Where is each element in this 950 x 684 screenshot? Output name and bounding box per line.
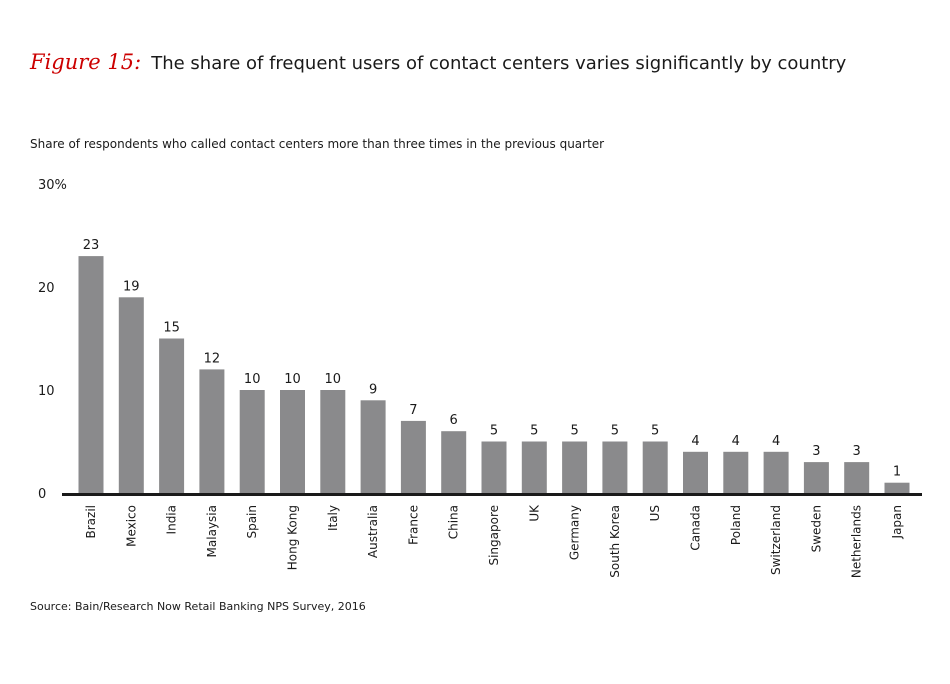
bar [562, 441, 588, 493]
data-label: 5 [490, 424, 498, 439]
data-label: 10 [284, 372, 301, 387]
data-label: 5 [570, 424, 578, 439]
bar [844, 462, 870, 493]
data-label: 4 [691, 434, 699, 449]
chart-title: The share of frequent users of contact c… [151, 53, 847, 74]
data-label: 5 [651, 424, 659, 439]
bar [803, 462, 829, 493]
category-label: Sweden [809, 505, 823, 552]
category-label: Germany [568, 505, 582, 560]
data-label: 5 [530, 424, 538, 439]
bar [642, 441, 668, 493]
data-label: 5 [611, 424, 619, 439]
category-label: Spain [245, 505, 259, 539]
category-label: Switzerland [769, 505, 783, 575]
data-label: 6 [450, 413, 458, 428]
bar [199, 369, 225, 493]
bar [602, 441, 628, 493]
y-tick-label: 0 [38, 487, 46, 502]
y-tick-label: 10 [38, 384, 55, 399]
category-label: Australia [366, 505, 380, 558]
data-label: 3 [853, 444, 861, 459]
category-label: Singapore [487, 505, 501, 566]
data-label: 3 [812, 444, 820, 459]
bar [441, 431, 467, 493]
category-label: Poland [729, 505, 743, 545]
bar [118, 297, 144, 493]
bar [360, 400, 386, 493]
category-label: China [447, 505, 461, 539]
chart-subtitle: Share of respondents who called contact … [30, 137, 605, 151]
bar [280, 390, 305, 493]
figure-title-row: Figure 15: The share of frequent users o… [30, 50, 846, 74]
category-label: Italy [326, 505, 340, 531]
data-label: 19 [123, 279, 140, 294]
data-label: 10 [325, 372, 342, 387]
source-note: Source: Bain/Research Now Retail Banking… [30, 600, 366, 613]
bar [400, 420, 426, 493]
bar [159, 338, 185, 493]
bar [723, 451, 749, 493]
data-label: 23 [83, 238, 100, 253]
data-label: 4 [732, 434, 740, 449]
data-label: 4 [772, 434, 780, 449]
category-label: Canada [689, 505, 703, 551]
category-label: Hong Kong [286, 505, 300, 570]
category-label: Japan [890, 505, 904, 539]
bar [320, 390, 346, 493]
category-label: US [648, 505, 662, 521]
data-label: 12 [204, 351, 221, 366]
category-label: South Korea [608, 505, 622, 578]
category-label: UK [527, 504, 541, 522]
data-label: 1 [893, 465, 901, 480]
bar [521, 441, 547, 493]
bar [239, 390, 265, 493]
category-label: Malaysia [205, 505, 219, 557]
figure-label: Figure 15: [30, 50, 142, 74]
category-label: France [406, 505, 420, 545]
category-label: India [165, 505, 179, 534]
y-tick-label: 30% [38, 178, 67, 193]
data-label: 9 [369, 382, 377, 397]
bar [481, 441, 507, 493]
data-label: 10 [244, 372, 261, 387]
category-label: Brazil [84, 505, 98, 539]
y-tick-label: 20 [38, 281, 55, 296]
category-label: Netherlands [850, 505, 864, 578]
data-label: 15 [163, 321, 180, 336]
bar [884, 482, 910, 493]
bar [683, 451, 708, 493]
data-label: 7 [409, 403, 417, 418]
bar [78, 256, 104, 493]
category-label: Mexico [124, 505, 138, 547]
bar [763, 451, 789, 493]
